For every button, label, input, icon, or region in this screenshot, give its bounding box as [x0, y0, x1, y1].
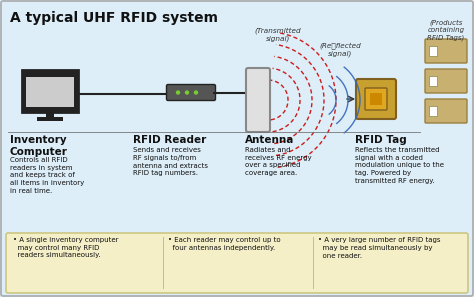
FancyBboxPatch shape	[166, 85, 216, 100]
Bar	[26, 77, 74, 107]
FancyBboxPatch shape	[425, 39, 467, 63]
Bar	[429, 46, 437, 56]
FancyBboxPatch shape	[6, 233, 468, 293]
FancyBboxPatch shape	[425, 69, 467, 93]
Bar	[46, 112, 54, 117]
Text: Antenna: Antenna	[245, 135, 294, 145]
Text: Radiates and
receives RF energy
over a specified
coverage area.: Radiates and receives RF energy over a s…	[245, 147, 311, 176]
Text: RFID Tag: RFID Tag	[355, 135, 407, 145]
FancyBboxPatch shape	[356, 79, 396, 119]
Bar	[429, 106, 437, 116]
Text: A typical UHF RFID system: A typical UHF RFID system	[10, 11, 218, 25]
Circle shape	[194, 90, 198, 95]
Bar	[370, 93, 382, 105]
Bar	[429, 76, 437, 86]
Circle shape	[185, 90, 189, 95]
Text: Reflects the transmitted
signal with a coded
modulation unique to the
tag. Power: Reflects the transmitted signal with a c…	[355, 147, 444, 184]
Text: RFID Reader: RFID Reader	[133, 135, 206, 145]
Text: (Products
containing
RFID Tags): (Products containing RFID Tags)	[428, 19, 465, 41]
Text: (Transmitted
signal): (Transmitted signal)	[255, 27, 301, 42]
Text: • Each reader may control up to
  four antennas independently.: • Each reader may control up to four ant…	[168, 237, 281, 251]
FancyBboxPatch shape	[246, 68, 270, 132]
FancyBboxPatch shape	[365, 88, 387, 110]
Text: Sends and receives
RF signals to/from
antenna and extracts
RFID tag numbers.: Sends and receives RF signals to/from an…	[133, 147, 208, 176]
Text: • A very large number of RFID tags
  may be read simultaneously by
  one reader.: • A very large number of RFID tags may b…	[318, 237, 440, 258]
Bar	[22, 70, 78, 112]
Text: Inventory
Computer: Inventory Computer	[10, 135, 68, 157]
Text: • A single inventory computer
  may control many RFID
  readers simultaneously.: • A single inventory computer may contro…	[13, 237, 118, 258]
Circle shape	[176, 90, 180, 95]
FancyBboxPatch shape	[425, 99, 467, 123]
Text: Controls all RFID
readers in system
and keeps track of
all items in inventory
in: Controls all RFID readers in system and …	[10, 157, 84, 194]
Text: (Re﻿flected
signal): (Re﻿flected signal)	[319, 42, 361, 57]
Bar	[37, 117, 63, 121]
